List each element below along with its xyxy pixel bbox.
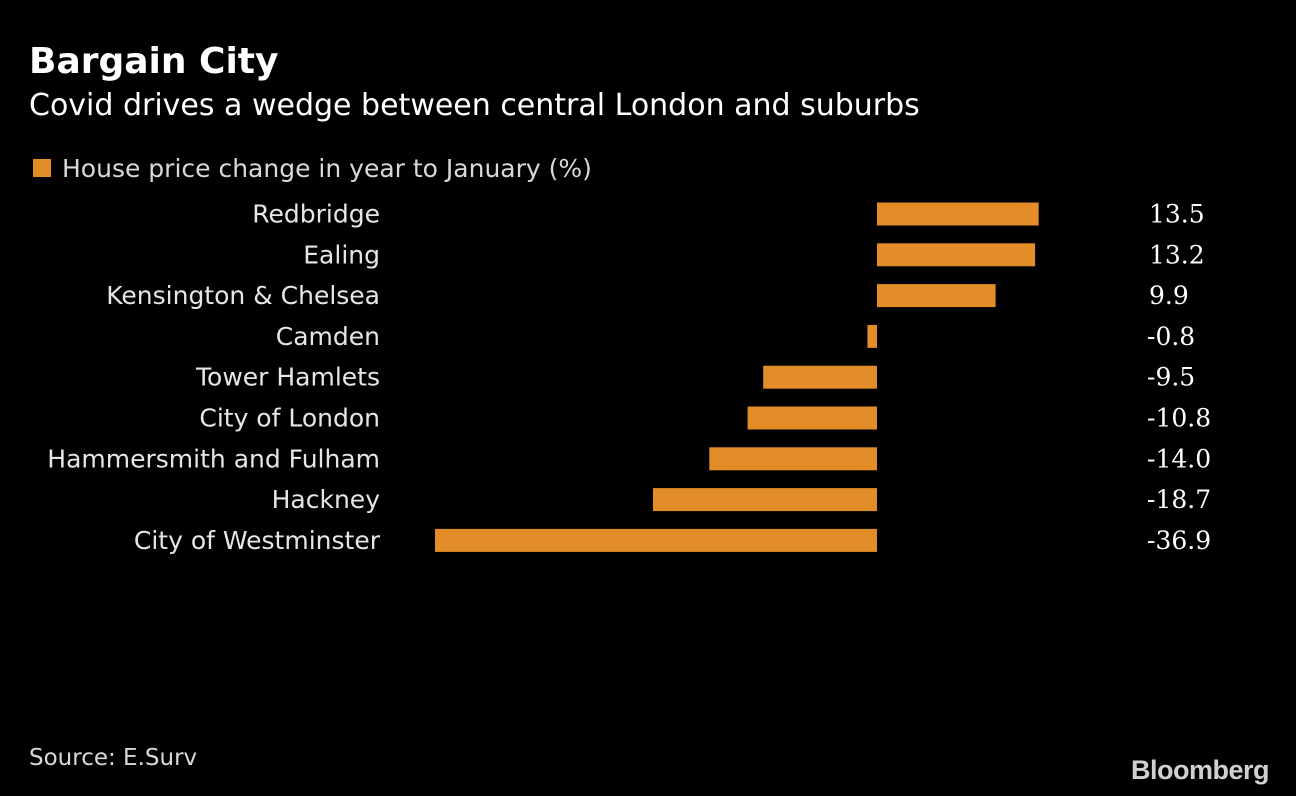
- value-label-hackney: -18.7: [1147, 485, 1211, 514]
- bar-hammersmith-and-fulham: [709, 447, 877, 471]
- bar-city-of-westminster: [435, 528, 877, 552]
- legend-swatch: [33, 159, 51, 177]
- value-label-city-of-london: -10.8: [1147, 404, 1211, 433]
- value-label-ealing: 13.2: [1149, 240, 1205, 269]
- bar-city-of-london: [747, 406, 877, 430]
- category-label-hammersmith-and-fulham: Hammersmith and Fulham: [47, 444, 380, 473]
- bar-tower-hamlets: [763, 365, 877, 389]
- chart-subtitle: Covid drives a wedge between central Lon…: [29, 88, 920, 123]
- value-label-kensington-and-chelsea: 9.9: [1149, 281, 1189, 310]
- category-label-kensington-and-chelsea: Kensington & Chelsea: [106, 281, 380, 310]
- bar-redbridge: [877, 202, 1039, 226]
- value-label-camden: -0.8: [1147, 322, 1195, 351]
- legend: House price change in year to January (%…: [33, 152, 592, 184]
- category-label-city-of-london: City of London: [199, 404, 380, 433]
- category-label-camden: Camden: [276, 322, 380, 351]
- bar-camden: [867, 324, 877, 348]
- value-label-tower-hamlets: -9.5: [1147, 363, 1195, 392]
- bar-kensington-and-chelsea: [877, 284, 996, 308]
- category-label-redbridge: Redbridge: [252, 200, 380, 229]
- category-label-ealing: Ealing: [303, 240, 380, 269]
- category-label-tower-hamlets: Tower Hamlets: [195, 363, 380, 392]
- chart-title: Bargain City: [29, 41, 279, 82]
- source-note: Source: E.Surv: [29, 745, 198, 771]
- bar-ealing: [877, 243, 1036, 267]
- value-label-hammersmith-and-fulham: -14.0: [1147, 444, 1211, 473]
- category-label-hackney: Hackney: [272, 485, 381, 514]
- category-label-city-of-westminster: City of Westminster: [134, 526, 381, 555]
- legend-label: House price change in year to January (%…: [62, 153, 592, 183]
- bloomberg-logo: Bloomberg: [1130, 755, 1270, 785]
- value-label-city-of-westminster: -36.9: [1147, 526, 1211, 555]
- bar-hackney: [653, 488, 877, 512]
- value-label-redbridge: 13.5: [1149, 200, 1205, 229]
